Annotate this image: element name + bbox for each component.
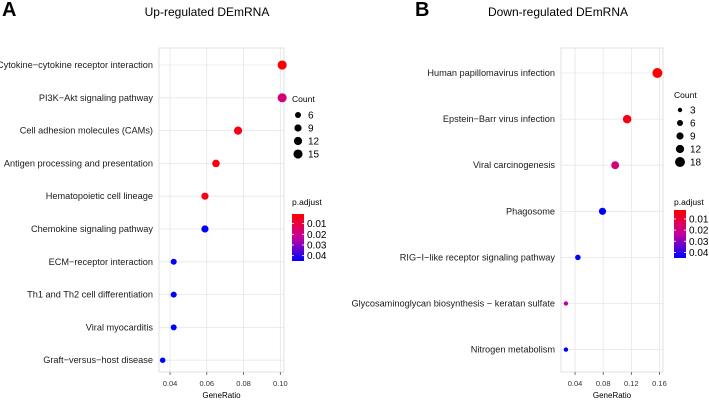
data-point — [652, 68, 663, 78]
size-legend-dot — [293, 136, 303, 146]
category-label: Glycosaminoglycan biosynthesis − keratan… — [351, 299, 555, 309]
category-label: Antigen processing and presentation — [4, 158, 153, 168]
size-legend-title: Count — [674, 90, 697, 100]
size-legend-label: 6 — [690, 119, 696, 130]
data-point — [277, 93, 287, 103]
data-point — [611, 161, 620, 170]
category-label: Epstein−Barr virus infection — [443, 114, 555, 124]
x-tick-label: 0.12 — [624, 379, 639, 388]
category-label: Cytokine−cytokine receptor interaction — [0, 60, 153, 70]
data-point — [201, 192, 209, 200]
x-tick-label: 0.06 — [199, 379, 214, 388]
data-point — [277, 60, 287, 70]
data-point — [170, 324, 177, 331]
category-label: Phagosome — [506, 206, 555, 216]
color-legend-label: 0.02 — [307, 230, 327, 241]
x-tick-label: 0.16 — [652, 379, 667, 388]
data-point — [159, 357, 166, 363]
category-label: Hematopoietic cell lineage — [46, 191, 153, 201]
size-legend-label: 12 — [308, 137, 320, 148]
category-label: Nitrogen metabolism — [471, 345, 556, 355]
category-label: Graft−versus−host disease — [43, 355, 153, 365]
data-point — [622, 114, 632, 124]
data-point — [212, 159, 220, 168]
size-legend-title: Count — [292, 94, 315, 104]
size-legend-label: 9 — [308, 124, 314, 135]
category-label: RIG−I−like receptor signaling pathway — [400, 252, 556, 262]
size-legend-label: 15 — [308, 150, 320, 161]
color-legend-title: p.adjust — [292, 197, 322, 207]
color-legend-label: 0.04 — [689, 248, 709, 259]
size-legend-label: 9 — [690, 132, 696, 143]
color-legend-label: 0.01 — [689, 214, 709, 225]
chart-title: Down-regulated DEmRNA — [488, 5, 628, 19]
color-legend-label: 0.01 — [307, 219, 327, 230]
plot-panel-border — [158, 47, 285, 373]
size-legend-dot — [676, 132, 684, 140]
category-label: ECM−receptor interaction — [49, 257, 153, 267]
x-tick-label: 0.08 — [236, 379, 251, 388]
category-label: Cell adhesion molecules (CAMs) — [20, 126, 153, 136]
size-legend-dot — [677, 107, 683, 113]
size-legend-label: 6 — [308, 111, 314, 122]
panel-label: B — [415, 0, 429, 21]
x-tick-label: 0.04 — [568, 379, 583, 388]
color-legend-bar — [292, 214, 304, 261]
color-legend-label: 0.03 — [307, 240, 327, 251]
plot-panel-border — [560, 47, 664, 373]
x-tick-label: 0.10 — [273, 379, 288, 388]
color-legend-label: 0.04 — [307, 251, 327, 262]
size-legend-dot — [677, 120, 683, 126]
size-legend-dot — [293, 149, 303, 159]
color-legend-title: p.adjust — [674, 197, 704, 207]
data-point — [575, 254, 581, 261]
panel-label: A — [2, 0, 16, 21]
size-legend-dot — [295, 112, 301, 118]
size-legend-dot — [675, 144, 685, 154]
data-point — [201, 225, 209, 233]
size-legend-dot — [675, 157, 685, 167]
category-label: Chemokine signaling pathway — [31, 224, 153, 234]
data-point — [598, 207, 607, 215]
data-point — [563, 301, 569, 306]
color-legend-label: 0.02 — [689, 226, 709, 237]
size-legend-label: 3 — [690, 106, 696, 117]
data-point — [170, 258, 177, 265]
category-label: PI3K−Akt signaling pathway — [39, 93, 154, 103]
data-point — [563, 347, 569, 352]
category-label: Th1 and Th2 cell differentiation — [27, 290, 153, 300]
color-legend-label: 0.03 — [689, 237, 709, 248]
x-axis-label: GeneRatio — [593, 391, 632, 400]
data-point — [233, 126, 243, 135]
chart-title: Up-regulated DEmRNA — [145, 5, 270, 19]
size-legend-dot — [294, 124, 302, 132]
category-label: Human papillomavirus infection — [427, 68, 555, 78]
color-legend-bar — [674, 210, 686, 258]
size-legend-label: 12 — [690, 145, 702, 156]
size-legend-label: 18 — [690, 158, 702, 169]
data-point — [170, 291, 177, 298]
category-label: Viral myocarditis — [86, 322, 154, 332]
x-tick-label: 0.04 — [163, 379, 178, 388]
x-tick-label: 0.08 — [596, 379, 611, 388]
x-axis-label: GeneRatio — [202, 391, 241, 400]
category-label: Viral carcinogenesis — [473, 160, 555, 170]
